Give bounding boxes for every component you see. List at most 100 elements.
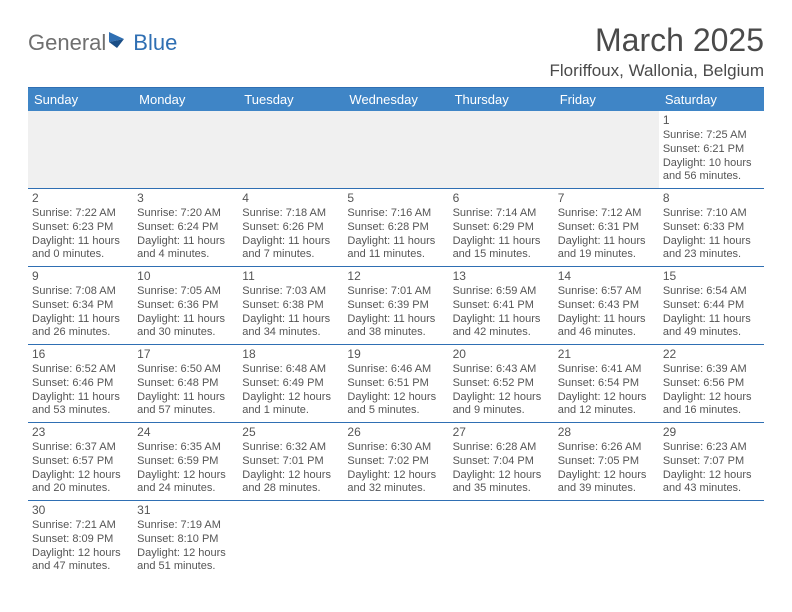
sunset-text: Sunset: 6:34 PM [32, 299, 129, 313]
daylight-text: Daylight: 11 hours and 0 minutes. [32, 235, 129, 263]
daylight-text: Daylight: 12 hours and 16 minutes. [663, 391, 760, 419]
calendar-day-cell: 10Sunrise: 7:05 AMSunset: 6:36 PMDayligh… [133, 267, 238, 345]
calendar-day-cell: 28Sunrise: 6:26 AMSunset: 7:05 PMDayligh… [554, 423, 659, 501]
day-number: 25 [242, 425, 339, 440]
weekday-header: Sunday [28, 88, 133, 111]
sunset-text: Sunset: 7:07 PM [663, 455, 760, 469]
calendar-day-cell: 30Sunrise: 7:21 AMSunset: 8:09 PMDayligh… [28, 501, 133, 579]
daylight-text: Daylight: 12 hours and 47 minutes. [32, 547, 129, 575]
daylight-text: Daylight: 10 hours and 56 minutes. [663, 157, 760, 185]
calendar-day-cell: 14Sunrise: 6:57 AMSunset: 6:43 PMDayligh… [554, 267, 659, 345]
sunset-text: Sunset: 6:46 PM [32, 377, 129, 391]
sunrise-text: Sunrise: 6:59 AM [453, 285, 550, 299]
daylight-text: Daylight: 11 hours and 53 minutes. [32, 391, 129, 419]
daylight-text: Daylight: 11 hours and 42 minutes. [453, 313, 550, 341]
weekday-header: Friday [554, 88, 659, 111]
calendar-week-row: 1Sunrise: 7:25 AMSunset: 6:21 PMDaylight… [28, 111, 764, 189]
calendar-day-cell: 18Sunrise: 6:48 AMSunset: 6:49 PMDayligh… [238, 345, 343, 423]
sunrise-text: Sunrise: 7:05 AM [137, 285, 234, 299]
sunset-text: Sunset: 6:51 PM [347, 377, 444, 391]
sunrise-text: Sunrise: 7:03 AM [242, 285, 339, 299]
calendar-day-cell [449, 501, 554, 579]
sunrise-text: Sunrise: 6:41 AM [558, 363, 655, 377]
calendar-week-row: 2Sunrise: 7:22 AMSunset: 6:23 PMDaylight… [28, 189, 764, 267]
daylight-text: Daylight: 11 hours and 30 minutes. [137, 313, 234, 341]
day-number: 13 [453, 269, 550, 284]
calendar-day-cell [238, 111, 343, 189]
weekday-header: Saturday [659, 88, 764, 111]
sunset-text: Sunset: 7:02 PM [347, 455, 444, 469]
sunrise-text: Sunrise: 6:32 AM [242, 441, 339, 455]
calendar-day-cell: 11Sunrise: 7:03 AMSunset: 6:38 PMDayligh… [238, 267, 343, 345]
calendar-day-cell [343, 501, 448, 579]
daylight-text: Daylight: 12 hours and 43 minutes. [663, 469, 760, 497]
day-number: 23 [32, 425, 129, 440]
sunrise-text: Sunrise: 6:50 AM [137, 363, 234, 377]
sunset-text: Sunset: 6:21 PM [663, 143, 760, 157]
daylight-text: Daylight: 12 hours and 9 minutes. [453, 391, 550, 419]
day-number: 4 [242, 191, 339, 206]
daylight-text: Daylight: 12 hours and 28 minutes. [242, 469, 339, 497]
calendar-day-cell [133, 111, 238, 189]
title-block: March 2025 Floriffoux, Wallonia, Belgium [550, 22, 764, 81]
sunrise-text: Sunrise: 7:14 AM [453, 207, 550, 221]
daylight-text: Daylight: 11 hours and 11 minutes. [347, 235, 444, 263]
calendar-day-cell: 7Sunrise: 7:12 AMSunset: 6:31 PMDaylight… [554, 189, 659, 267]
day-number: 6 [453, 191, 550, 206]
calendar-day-cell: 1Sunrise: 7:25 AMSunset: 6:21 PMDaylight… [659, 111, 764, 189]
day-number: 30 [32, 503, 129, 518]
sunrise-text: Sunrise: 6:30 AM [347, 441, 444, 455]
calendar-day-cell: 13Sunrise: 6:59 AMSunset: 6:41 PMDayligh… [449, 267, 554, 345]
sunrise-text: Sunrise: 6:39 AM [663, 363, 760, 377]
sunrise-text: Sunrise: 7:25 AM [663, 129, 760, 143]
day-number: 16 [32, 347, 129, 362]
day-number: 27 [453, 425, 550, 440]
day-number: 18 [242, 347, 339, 362]
day-number: 12 [347, 269, 444, 284]
daylight-text: Daylight: 11 hours and 46 minutes. [558, 313, 655, 341]
calendar-day-cell: 9Sunrise: 7:08 AMSunset: 6:34 PMDaylight… [28, 267, 133, 345]
sunset-text: Sunset: 6:28 PM [347, 221, 444, 235]
calendar-day-cell [28, 111, 133, 189]
daylight-text: Daylight: 12 hours and 51 minutes. [137, 547, 234, 575]
weekday-header: Monday [133, 88, 238, 111]
weekday-header: Thursday [449, 88, 554, 111]
weekday-header: Tuesday [238, 88, 343, 111]
header: General Blue March 2025 Floriffoux, Wall… [28, 22, 764, 81]
day-number: 11 [242, 269, 339, 284]
day-number: 5 [347, 191, 444, 206]
calendar-day-cell: 22Sunrise: 6:39 AMSunset: 6:56 PMDayligh… [659, 345, 764, 423]
sunrise-text: Sunrise: 6:28 AM [453, 441, 550, 455]
day-number: 7 [558, 191, 655, 206]
calendar-day-cell: 27Sunrise: 6:28 AMSunset: 7:04 PMDayligh… [449, 423, 554, 501]
weekday-header: Wednesday [343, 88, 448, 111]
sunset-text: Sunset: 6:41 PM [453, 299, 550, 313]
sunset-text: Sunset: 6:43 PM [558, 299, 655, 313]
calendar-week-row: 30Sunrise: 7:21 AMSunset: 8:09 PMDayligh… [28, 501, 764, 579]
calendar-day-cell [659, 501, 764, 579]
sunset-text: Sunset: 7:04 PM [453, 455, 550, 469]
sunset-text: Sunset: 6:44 PM [663, 299, 760, 313]
daylight-text: Daylight: 11 hours and 15 minutes. [453, 235, 550, 263]
day-number: 28 [558, 425, 655, 440]
day-number: 2 [32, 191, 129, 206]
day-number: 24 [137, 425, 234, 440]
sunrise-text: Sunrise: 7:10 AM [663, 207, 760, 221]
daylight-text: Daylight: 12 hours and 1 minute. [242, 391, 339, 419]
logo-text-2: Blue [133, 30, 177, 56]
sunrise-text: Sunrise: 7:08 AM [32, 285, 129, 299]
sunset-text: Sunset: 6:29 PM [453, 221, 550, 235]
sunset-text: Sunset: 8:10 PM [137, 533, 234, 547]
day-number: 22 [663, 347, 760, 362]
day-number: 29 [663, 425, 760, 440]
day-number: 1 [663, 113, 760, 128]
sunset-text: Sunset: 6:52 PM [453, 377, 550, 391]
sunrise-text: Sunrise: 6:52 AM [32, 363, 129, 377]
day-number: 31 [137, 503, 234, 518]
calendar-day-cell: 17Sunrise: 6:50 AMSunset: 6:48 PMDayligh… [133, 345, 238, 423]
calendar-page: General Blue March 2025 Floriffoux, Wall… [0, 0, 792, 579]
calendar-day-cell: 24Sunrise: 6:35 AMSunset: 6:59 PMDayligh… [133, 423, 238, 501]
sunrise-text: Sunrise: 7:22 AM [32, 207, 129, 221]
day-number: 20 [453, 347, 550, 362]
calendar-day-cell [449, 111, 554, 189]
